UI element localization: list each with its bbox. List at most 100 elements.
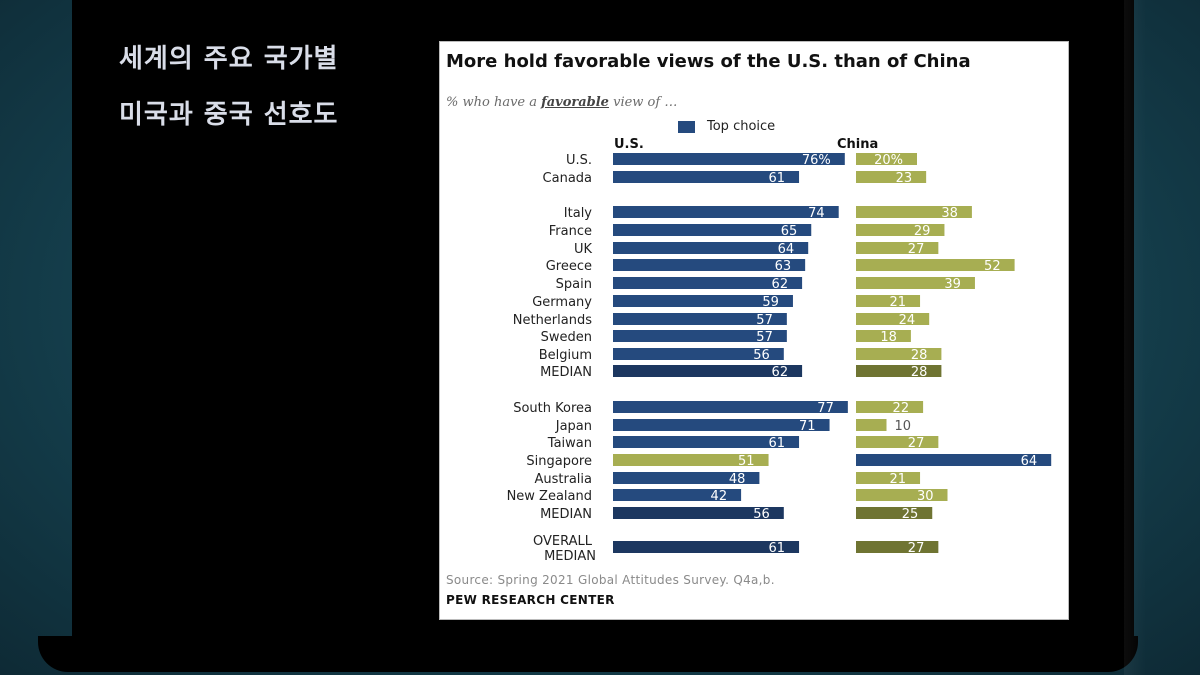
china-bar-new-zealand-17: [856, 489, 948, 501]
us-bar-germany-7: [613, 295, 793, 307]
china-bar-italy-2: [856, 206, 972, 218]
china-value-taiwan-14: 27: [908, 436, 925, 451]
us-value-median-11: 62: [772, 365, 789, 380]
row-label-uk-4: UK: [574, 242, 593, 257]
china-bar-belgium-10: [856, 348, 942, 360]
row-label-sweden-9: Sweden: [541, 330, 592, 345]
china-bar-france-3: [856, 224, 945, 236]
china-value-singapore-15: 64: [1021, 454, 1038, 469]
row-label-canada-1: Canada: [543, 171, 592, 186]
us-value-median-18: 56: [753, 507, 770, 522]
row-label-germany-7: Germany: [532, 295, 592, 310]
china-value-france-3: 29: [914, 224, 931, 239]
us-bar-median-18: [613, 507, 784, 519]
china-bar-south-korea-12: [856, 401, 924, 413]
us-bar-taiwan-14: [613, 436, 800, 448]
china-value-new-zealand-17: 30: [917, 489, 934, 504]
china-bar-spain-6: [856, 277, 975, 289]
us-bar-overall-median-19: [613, 541, 800, 553]
china-value-greece-5: 52: [984, 259, 1001, 274]
us-value-sweden-9: 57: [756, 330, 773, 345]
row-label-italy-2: Italy: [564, 206, 593, 221]
us-bar-greece-5: [613, 259, 806, 271]
row-label-u-s--0: U.S.: [566, 153, 592, 168]
column-header-china: China: [837, 137, 879, 152]
china-bar-overall-median-19: [856, 541, 939, 553]
chart-subtitle: % who have a favorable view of …: [446, 95, 677, 110]
us-bar-france-3: [613, 224, 812, 236]
row-label-south-korea-12: South Korea: [513, 401, 592, 416]
slide-title-line-1: 세계의 주요 국가별: [119, 44, 339, 74]
row-label-belgium-10: Belgium: [539, 348, 592, 363]
slide-bottom-edge: [38, 636, 1138, 672]
china-value-median-18: 25: [902, 507, 919, 522]
row-label-australia-16: Australia: [534, 472, 592, 487]
row-label-median-11: MEDIAN: [540, 365, 592, 380]
china-value-japan-13: 10: [895, 419, 912, 434]
china-bar-australia-16: [856, 472, 921, 484]
row-label-median-18: MEDIAN: [540, 507, 592, 522]
us-bar-south-korea-12: [613, 401, 848, 413]
china-value-netherlands-8: 24: [899, 313, 916, 328]
china-bar-greece-5: [856, 259, 1015, 271]
china-bar-japan-13: [856, 419, 887, 431]
chart-title: More hold favorable views of the U.S. th…: [446, 51, 971, 72]
us-bar-spain-6: [613, 277, 803, 289]
china-value-median-11: 28: [911, 365, 928, 380]
us-value-australia-16: 48: [729, 472, 746, 487]
row-label-greece-5: Greece: [546, 259, 592, 274]
us-bar-netherlands-8: [613, 313, 787, 325]
china-value-italy-2: 38: [941, 206, 958, 221]
row-label-new-zealand-17: New Zealand: [507, 489, 592, 504]
legend-label: Top choice: [707, 119, 776, 134]
us-value-uk-4: 64: [778, 242, 795, 257]
chart-brand: PEW RESEARCH CENTER: [446, 593, 615, 607]
us-value-new-zealand-17: 42: [711, 489, 728, 504]
subtitle-emphasis: favorable: [541, 95, 609, 110]
china-value-overall-median-19: 27: [908, 541, 925, 556]
us-bar-sweden-9: [613, 330, 787, 342]
chart-source: Source: Spring 2021 Global Attitudes Sur…: [446, 573, 775, 587]
china-value-u-s--0: 20%: [874, 153, 903, 168]
china-bar-germany-7: [856, 295, 921, 307]
china-bar-netherlands-8: [856, 313, 930, 325]
us-value-taiwan-14: 61: [769, 436, 786, 451]
chart-panel: More hold favorable views of the U.S. th…: [439, 41, 1069, 620]
us-value-singapore-15: 51: [738, 454, 755, 469]
us-bar-singapore-15: [613, 454, 769, 466]
china-value-germany-7: 21: [890, 295, 907, 310]
row-label-singapore-15: Singapore: [526, 454, 592, 469]
china-bar-canada-1: [856, 171, 927, 183]
row-label-japan-13: Japan: [555, 419, 592, 434]
china-bar-singapore-15: [856, 454, 1052, 466]
us-value-belgium-10: 56: [753, 348, 770, 363]
slide-edge-shadow: [1124, 0, 1146, 675]
row-label-overall-line1: OVERALL: [533, 534, 593, 549]
us-bar-italy-2: [613, 206, 839, 218]
us-bar-japan-13: [613, 419, 830, 431]
us-value-overall-median-19: 61: [769, 541, 786, 556]
legend: Top choice: [678, 119, 775, 134]
us-bar-median-11: [613, 365, 803, 377]
china-value-spain-6: 39: [944, 277, 961, 292]
us-value-u-s--0: 76%: [802, 153, 831, 168]
us-value-south-korea-12: 77: [817, 401, 834, 416]
china-bar-u-s--0: [856, 153, 917, 165]
us-bar-belgium-10: [613, 348, 784, 360]
us-value-spain-6: 62: [772, 277, 789, 292]
slide-title-line-2: 미국과 중국 선호도: [119, 100, 339, 130]
china-value-belgium-10: 28: [911, 348, 928, 363]
subtitle-suffix: view of …: [613, 95, 678, 110]
row-label-netherlands-8: Netherlands: [513, 313, 592, 328]
china-bar-sweden-9: [856, 330, 911, 342]
bar-chart: U.S. 76% 20% Canada 61 23 Italy 74 38 France 65 29 U…: [507, 153, 1052, 564]
china-value-sweden-9: 18: [880, 330, 897, 345]
us-bar-australia-16: [613, 472, 760, 484]
us-bar-new-zealand-17: [613, 489, 742, 501]
us-value-france-3: 65: [781, 224, 798, 239]
us-value-japan-13: 71: [799, 419, 816, 434]
china-value-australia-16: 21: [890, 472, 907, 487]
us-value-germany-7: 59: [762, 295, 779, 310]
china-bar-median-18: [856, 507, 933, 519]
us-bar-u-s--0: [613, 153, 845, 165]
